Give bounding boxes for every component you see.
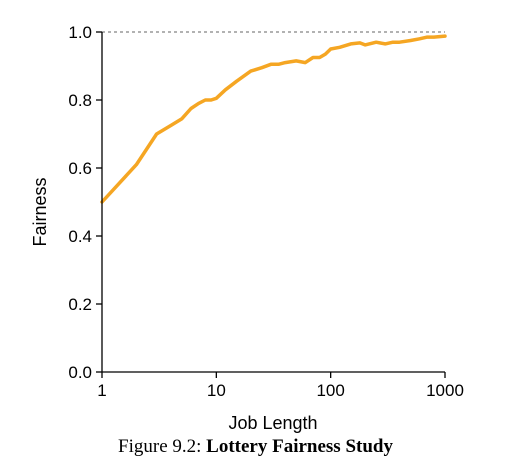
- x-ticks: 1 10 100 1000: [97, 372, 464, 400]
- x-tick-label: 1: [97, 381, 106, 400]
- series-layer: [100, 34, 447, 204]
- caption-prefix: Figure 9.2:: [118, 436, 202, 457]
- x-tick-label: 100: [316, 381, 344, 400]
- y-tick-label: 0.6: [68, 159, 92, 178]
- series-line: [100, 34, 447, 204]
- y-tick-label: 1.0: [68, 23, 92, 42]
- y-ticks: 0.0 0.2 0.4 0.6 0.8 1.0: [68, 23, 102, 382]
- y-tick-label: 0.2: [68, 295, 92, 314]
- x-tick-label: 10: [207, 381, 226, 400]
- x-tick-label: 1000: [426, 381, 464, 400]
- y-axis-label: Fairness: [30, 177, 50, 246]
- y-tick-label: 0.4: [68, 227, 92, 246]
- y-tick-label: 0.8: [68, 91, 92, 110]
- figure-caption: Figure 9.2: Lottery Fairness Study: [0, 436, 511, 458]
- y-tick-label: 0.0: [68, 363, 92, 382]
- axes-layer: [101, 32, 445, 373]
- caption-title: Lottery Fairness Study: [206, 436, 393, 457]
- x-axis-label: Job Length: [228, 413, 317, 433]
